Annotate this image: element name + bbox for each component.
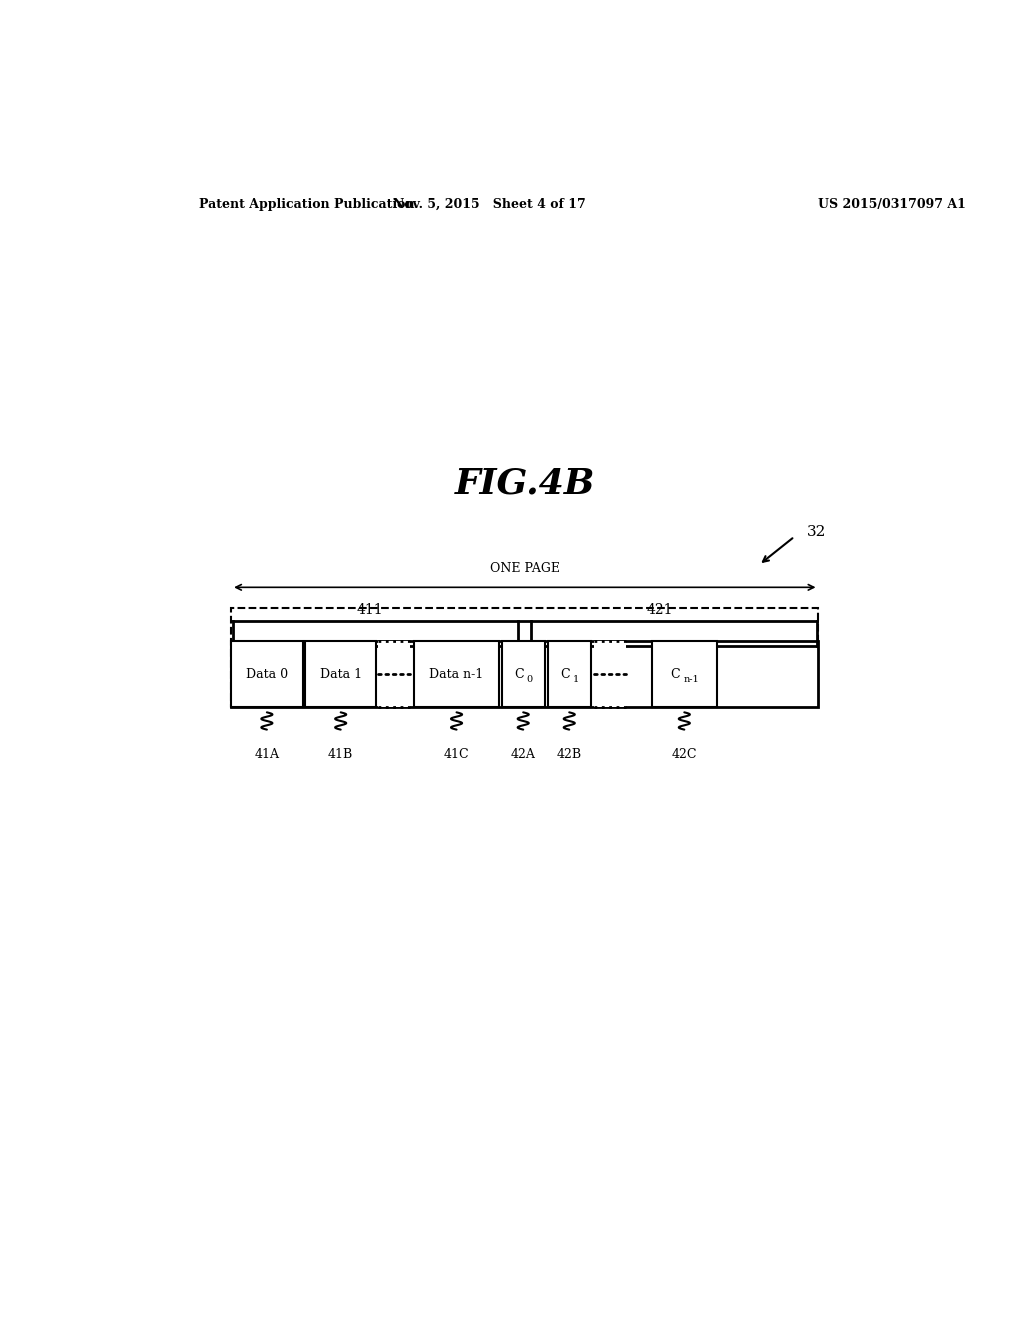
- Bar: [231, 607, 818, 708]
- Text: 42B: 42B: [557, 748, 582, 760]
- Text: 41C: 41C: [443, 748, 469, 760]
- Text: FIG.4B: FIG.4B: [455, 467, 595, 500]
- Text: 411: 411: [356, 603, 383, 616]
- Bar: [231, 642, 818, 708]
- Text: Patent Application Publication: Patent Application Publication: [200, 198, 415, 211]
- Bar: [231, 642, 303, 708]
- Text: Data 1: Data 1: [319, 668, 361, 681]
- Bar: [305, 642, 377, 708]
- Text: Nov. 5, 2015   Sheet 4 of 17: Nov. 5, 2015 Sheet 4 of 17: [393, 198, 586, 211]
- Text: C: C: [514, 668, 523, 681]
- Bar: [414, 642, 500, 708]
- Text: 41B: 41B: [328, 748, 353, 760]
- Text: 42C: 42C: [672, 748, 697, 760]
- Text: ONE PAGE: ONE PAGE: [489, 562, 560, 576]
- Text: C: C: [671, 668, 680, 681]
- Text: US 2015/0317097 A1: US 2015/0317097 A1: [818, 198, 967, 211]
- Text: Data n-1: Data n-1: [429, 668, 483, 681]
- Text: 0: 0: [526, 675, 532, 684]
- Text: 41A: 41A: [254, 748, 280, 760]
- Text: 42A: 42A: [511, 748, 536, 760]
- Text: 1: 1: [572, 675, 579, 684]
- Text: n-1: n-1: [684, 675, 699, 684]
- Text: Data 0: Data 0: [246, 668, 288, 681]
- Bar: [502, 642, 546, 708]
- Bar: [652, 642, 717, 708]
- Bar: [594, 642, 626, 708]
- Bar: [548, 642, 592, 708]
- Text: 421: 421: [646, 603, 673, 616]
- Text: 32: 32: [807, 525, 826, 540]
- Text: C: C: [560, 668, 569, 681]
- Bar: [378, 642, 410, 708]
